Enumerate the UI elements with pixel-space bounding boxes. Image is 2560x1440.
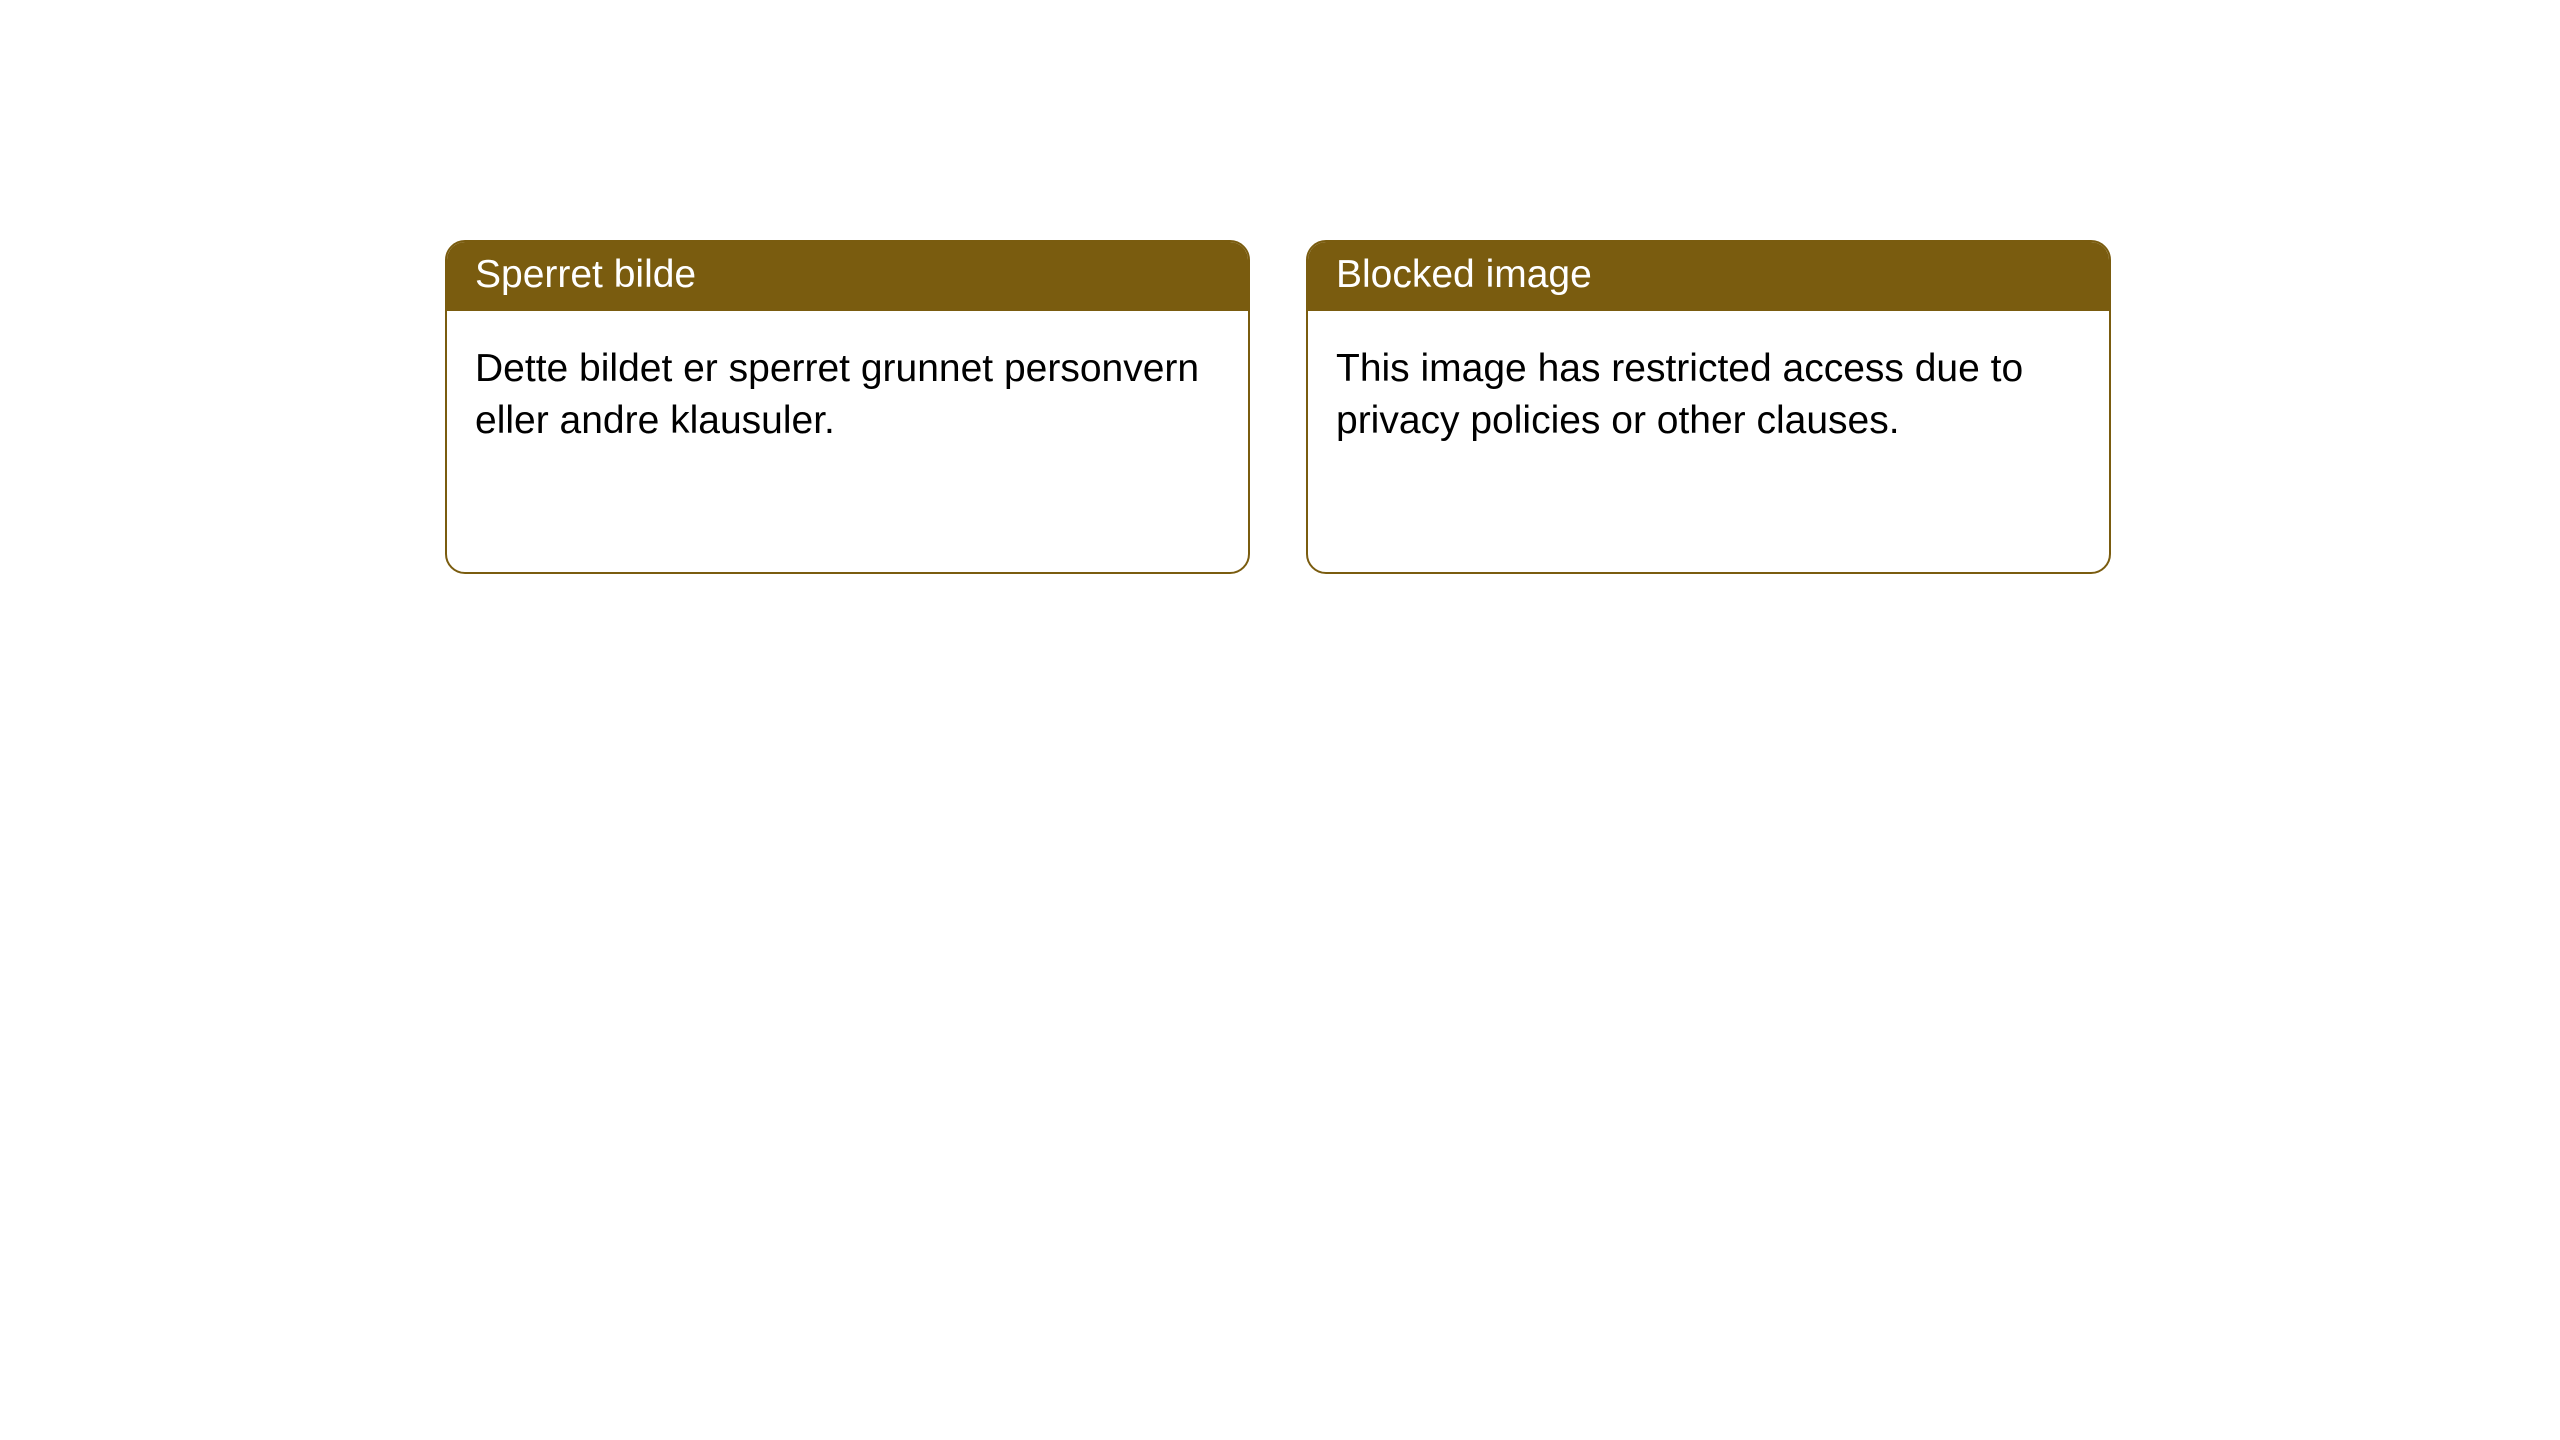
notice-container: Sperret bilde Dette bildet er sperret gr… [0,0,2560,574]
notice-card-norwegian: Sperret bilde Dette bildet er sperret gr… [445,240,1250,574]
card-body-text: This image has restricted access due to … [1336,347,2023,443]
card-body: This image has restricted access due to … [1308,311,2109,480]
card-body-text: Dette bildet er sperret grunnet personve… [475,347,1199,443]
card-title: Sperret bilde [475,253,696,296]
card-title: Blocked image [1336,253,1592,296]
card-body: Dette bildet er sperret grunnet personve… [447,311,1248,480]
card-header: Blocked image [1308,242,2109,311]
card-header: Sperret bilde [447,242,1248,311]
notice-card-english: Blocked image This image has restricted … [1306,240,2111,574]
